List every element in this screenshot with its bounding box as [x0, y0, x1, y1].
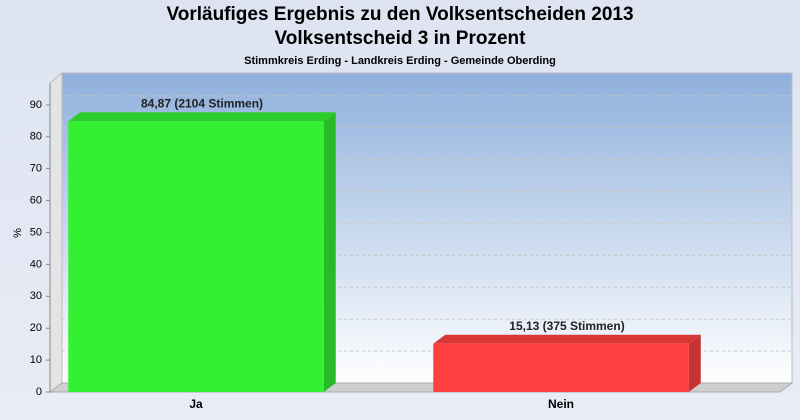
chart-title: Vorläufiges Ergebnis zu den Volksentsche…: [166, 4, 633, 25]
chart-subtitle: Stimmkreis Erding - Landkreis Erding - G…: [244, 55, 556, 67]
bar-side: [323, 112, 336, 392]
x-tick-label: Nein: [548, 397, 574, 411]
y-tick-label: 70: [30, 163, 42, 175]
value-label: 15,13 (375 Stimmen): [509, 319, 624, 333]
y-tick-label: 80: [30, 131, 42, 143]
side-wall: [49, 71, 63, 393]
y-tick-label: 50: [30, 226, 42, 238]
bar: [68, 121, 324, 392]
y-tick-label: 0: [36, 386, 42, 398]
bar: [433, 343, 689, 392]
bar-top: [68, 112, 336, 122]
y-tick-label: 40: [30, 258, 42, 270]
y-tick-label: 10: [30, 354, 42, 366]
bar-side: [688, 334, 701, 392]
chart-title-line2: Volksentscheid 3 in Prozent: [275, 28, 527, 49]
y-tick-label: 30: [30, 290, 42, 302]
y-axis-label: %: [12, 228, 24, 238]
y-tick-label: 20: [30, 322, 42, 334]
x-tick-label: Ja: [189, 397, 203, 411]
value-label: 84,87 (2104 Stimmen): [141, 96, 263, 110]
y-tick-label: 60: [30, 195, 42, 207]
bar-top: [433, 334, 701, 344]
y-tick-label: 90: [30, 99, 42, 111]
